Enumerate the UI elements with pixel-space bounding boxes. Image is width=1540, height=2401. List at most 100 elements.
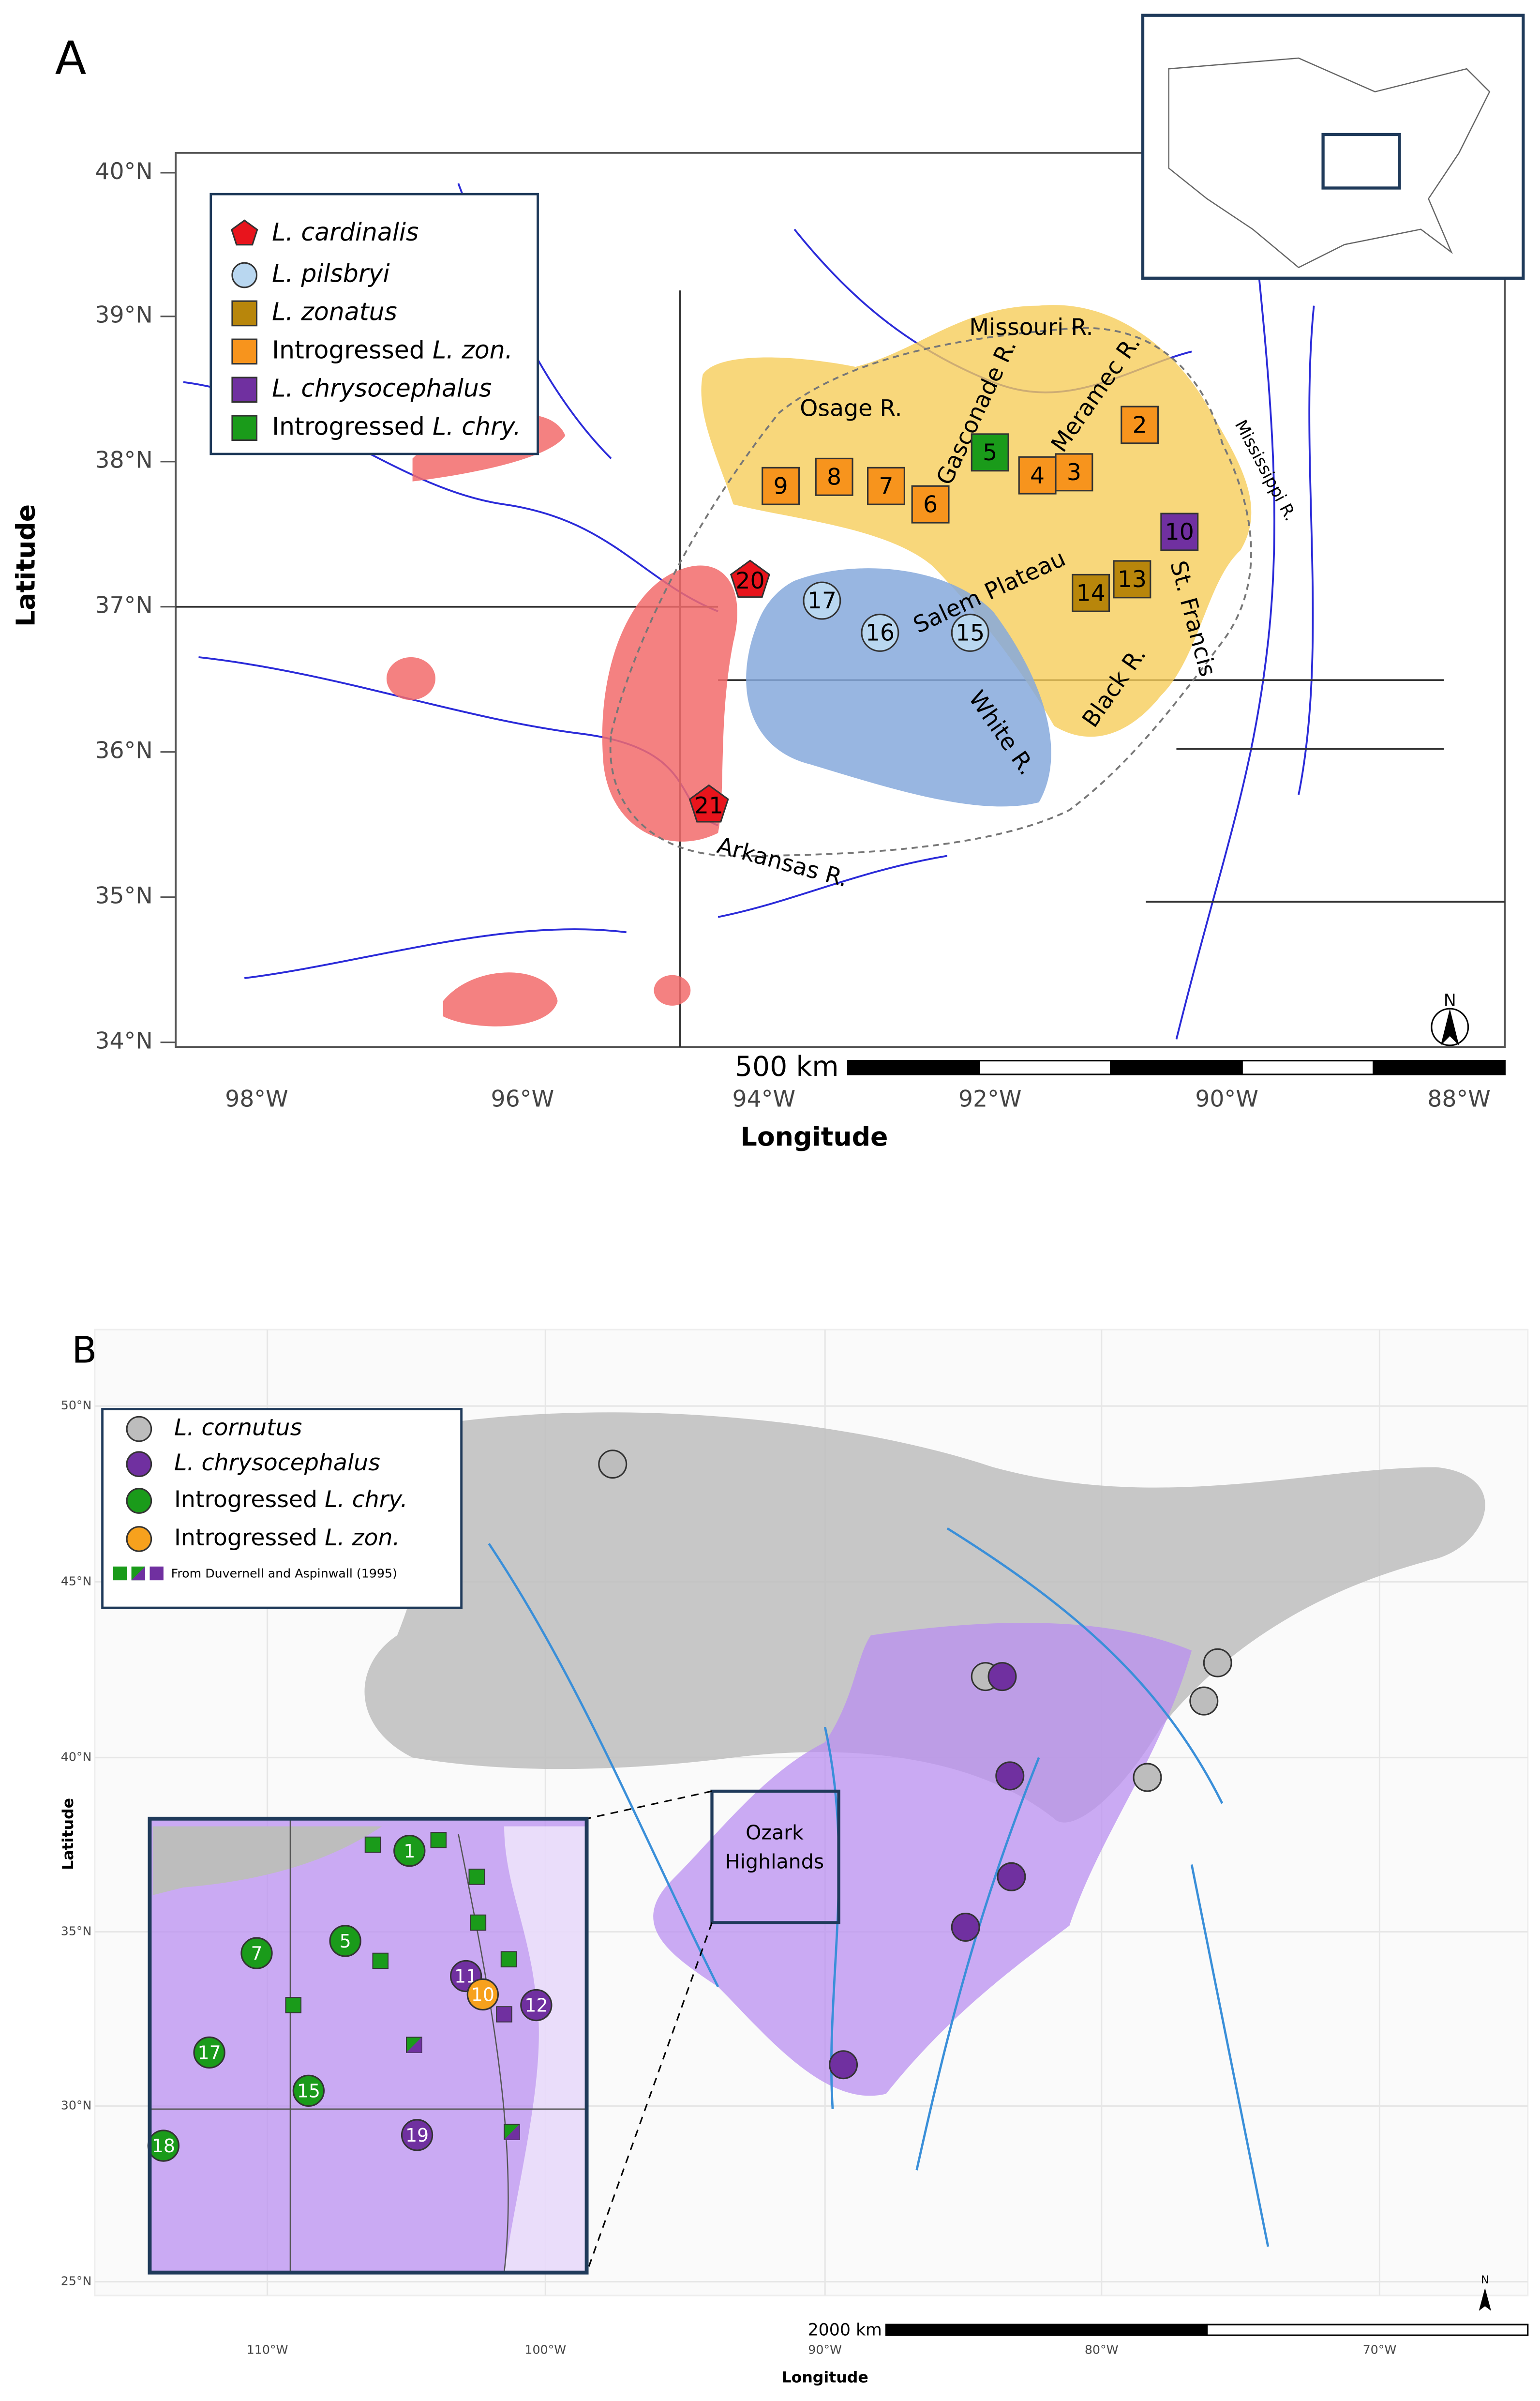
site-label: 2 xyxy=(1133,412,1147,438)
site-marker xyxy=(1121,406,1159,444)
y-axis-title: Latitude xyxy=(10,504,41,627)
site-marker xyxy=(867,467,905,505)
inset-square xyxy=(364,1836,381,1853)
y-tick-label: 45°N xyxy=(61,1574,92,1588)
y-tick-label: 40°N xyxy=(95,158,152,185)
legend-label: L. cornutus xyxy=(174,1415,302,1441)
legend-label: Introgressed L. chry. xyxy=(174,1486,408,1513)
inset-connector xyxy=(586,1790,713,2273)
legend-prefix: Introgressed xyxy=(174,1525,317,1551)
site-marker xyxy=(1055,453,1093,492)
inset-site-label: 17 xyxy=(198,2042,221,2064)
scale-segment xyxy=(885,2324,1208,2336)
scale-label: 2000 km xyxy=(808,2321,882,2340)
sample-marker xyxy=(997,1862,1026,1891)
x-tick-label: 94°W xyxy=(732,1086,795,1113)
site-marker xyxy=(803,581,841,620)
sample-marker xyxy=(951,1913,980,1942)
y-tick-label: 25°N xyxy=(61,2274,92,2288)
site-marker xyxy=(861,613,899,652)
site-label: 10 xyxy=(1165,519,1194,545)
y-tick-label: 37°N xyxy=(95,592,152,619)
site-marker xyxy=(730,559,770,598)
legend-species: L. cornutus xyxy=(174,1415,302,1441)
y-tick-label: 30°N xyxy=(61,2098,92,2112)
range-zonatus xyxy=(701,305,1252,737)
legend-note: From Duvernell and Aspinwall (1995) xyxy=(171,1567,397,1581)
y-tick-label: 36°N xyxy=(95,738,152,764)
site-marker xyxy=(1072,574,1110,612)
site-marker xyxy=(951,613,989,652)
legend-prefix: Introgressed xyxy=(272,335,425,364)
site-label: 5 xyxy=(983,439,997,466)
legend-label: L. cardinalis xyxy=(272,218,419,246)
inset-square xyxy=(500,1951,517,1968)
site-marker xyxy=(1113,560,1151,599)
legend-marker xyxy=(231,262,258,288)
legend-marker xyxy=(230,219,258,246)
site-label: 8 xyxy=(827,464,841,490)
x-tick-label: 96°W xyxy=(491,1086,554,1113)
legend-species: L. zon. xyxy=(433,335,513,364)
site-label: 14 xyxy=(1076,580,1105,606)
legend-marker xyxy=(126,1451,152,1478)
scale-segment xyxy=(1241,1059,1375,1075)
x-tick-label: 100°W xyxy=(524,2343,566,2357)
panel-label: A xyxy=(55,31,87,85)
sample-marker xyxy=(829,2050,858,2080)
inset-site xyxy=(240,1937,273,1969)
site-marker xyxy=(688,784,729,823)
range-cardinalis xyxy=(602,565,737,842)
sample-marker xyxy=(1189,1686,1219,1716)
inset-site-label: 18 xyxy=(152,2135,175,2157)
inset-site xyxy=(292,2074,325,2107)
y-tick-label: 35°N xyxy=(95,883,152,909)
inset-square xyxy=(372,1952,389,1969)
legend-marker xyxy=(126,1488,152,1514)
y-tick-label: 34°N xyxy=(95,1028,152,1055)
legend-marker xyxy=(231,338,258,365)
inset-site-label: 1 xyxy=(404,1841,415,1862)
inset-site-label: 10 xyxy=(471,1984,494,2006)
site-label: 4 xyxy=(1030,462,1045,489)
place-label: Osage R. xyxy=(800,395,902,422)
sample-marker xyxy=(995,1761,1025,1791)
scale-segment xyxy=(978,1059,1112,1075)
sample-marker xyxy=(987,1662,1017,1691)
inset-site xyxy=(329,1925,361,1957)
x-tick-label: 88°W xyxy=(1427,1086,1491,1113)
place-label: Missouri R. xyxy=(969,314,1093,341)
legend-box xyxy=(209,193,539,455)
legend-label: Introgressed L. zon. xyxy=(272,335,513,364)
inset-square-half xyxy=(406,2037,422,2053)
scale-segment xyxy=(1110,1059,1243,1075)
inset-site xyxy=(393,1834,426,1867)
range-cardinalis xyxy=(654,975,691,1006)
legend-species: L. zon. xyxy=(325,1525,400,1551)
inset-site xyxy=(401,2119,434,2151)
inset-cornutus xyxy=(152,1826,382,1895)
range-cardinalis xyxy=(386,657,435,700)
legend-label: L. zonatus xyxy=(272,297,397,326)
inset-square xyxy=(496,2006,512,2023)
river xyxy=(244,928,627,979)
y-tick-label: 38°N xyxy=(95,447,152,474)
legend-label: Introgressed L. zon. xyxy=(174,1525,400,1551)
river xyxy=(1175,213,1275,1040)
x-tick-label: 92°W xyxy=(958,1086,1022,1113)
x-tick-label: 90°W xyxy=(1195,1086,1258,1113)
site-label: 6 xyxy=(923,491,938,518)
site-label: 20 xyxy=(735,568,764,594)
legend-species: L. zonatus xyxy=(272,297,397,326)
site-label: 9 xyxy=(774,473,788,499)
scale-label: 500 km xyxy=(735,1051,839,1083)
y-tick-label: 35°N xyxy=(61,1924,92,1938)
inset-site-label: 12 xyxy=(524,1995,548,2016)
scale-segment xyxy=(1206,2324,1529,2336)
north-arrow xyxy=(1479,2288,1491,2311)
north-arrow xyxy=(1440,1009,1459,1045)
river xyxy=(946,1527,1224,1804)
legend-species: L. chrysocephalus xyxy=(272,374,492,402)
